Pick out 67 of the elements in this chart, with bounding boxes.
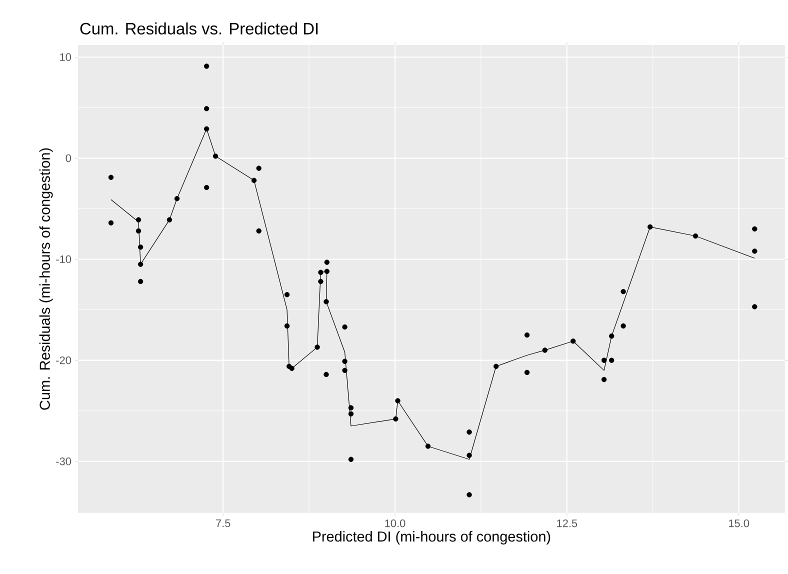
point [204,106,210,112]
point [393,416,398,422]
point [609,333,614,339]
point [324,372,329,378]
point [204,184,210,190]
point [752,304,758,310]
point [752,226,758,232]
point [609,358,614,363]
point [284,323,290,329]
point [166,217,172,222]
point [524,332,530,338]
point [395,398,400,404]
y-tick-label: -20 [56,356,72,364]
point [318,278,324,284]
point [648,224,653,230]
x-tick-label: 12.5 [557,519,578,528]
point [289,366,294,372]
y-tick-label: -10 [56,255,72,264]
point [136,228,142,234]
point [542,348,548,353]
point [425,444,431,449]
point [524,370,530,376]
x-tick-label: 10.0 [385,519,406,528]
point [348,411,354,417]
point [138,244,144,250]
point [692,233,698,239]
point [324,260,330,265]
point [601,376,607,382]
point [324,299,329,304]
point [138,262,144,267]
point [204,64,210,69]
point [212,154,218,159]
point [324,268,330,274]
point [136,217,142,222]
point [314,344,320,350]
y-tick-label: 10 [60,53,72,62]
point [466,492,472,498]
x-tick-label: 7.5 [216,519,230,528]
point [601,358,607,363]
chart-title: Cum. Residuals vs. Predicted DI [80,22,318,35]
point [251,178,257,184]
point [342,358,348,364]
point [466,430,472,435]
y-tick-label: -30 [56,458,72,466]
point [284,292,290,298]
point [108,220,114,226]
point [348,405,354,410]
point [256,166,262,171]
point [342,368,348,374]
x-axis-title: Predicted DI (mi-hours of congestion) [313,531,550,545]
point [342,324,348,330]
x-tick-label: 15.0 [728,519,750,528]
point [138,278,144,284]
point [174,196,180,202]
point [466,452,472,458]
point [318,270,324,276]
point [204,126,210,132]
y-axis-title: Cum. Residuals (mi-hours of congestion) [39,148,53,410]
point [108,174,114,180]
point [620,323,626,329]
point [493,364,499,370]
point [256,228,262,234]
point [570,338,576,344]
point [348,456,354,462]
point [752,248,758,254]
y-tick-label: 0 [66,154,72,162]
point [620,289,626,294]
